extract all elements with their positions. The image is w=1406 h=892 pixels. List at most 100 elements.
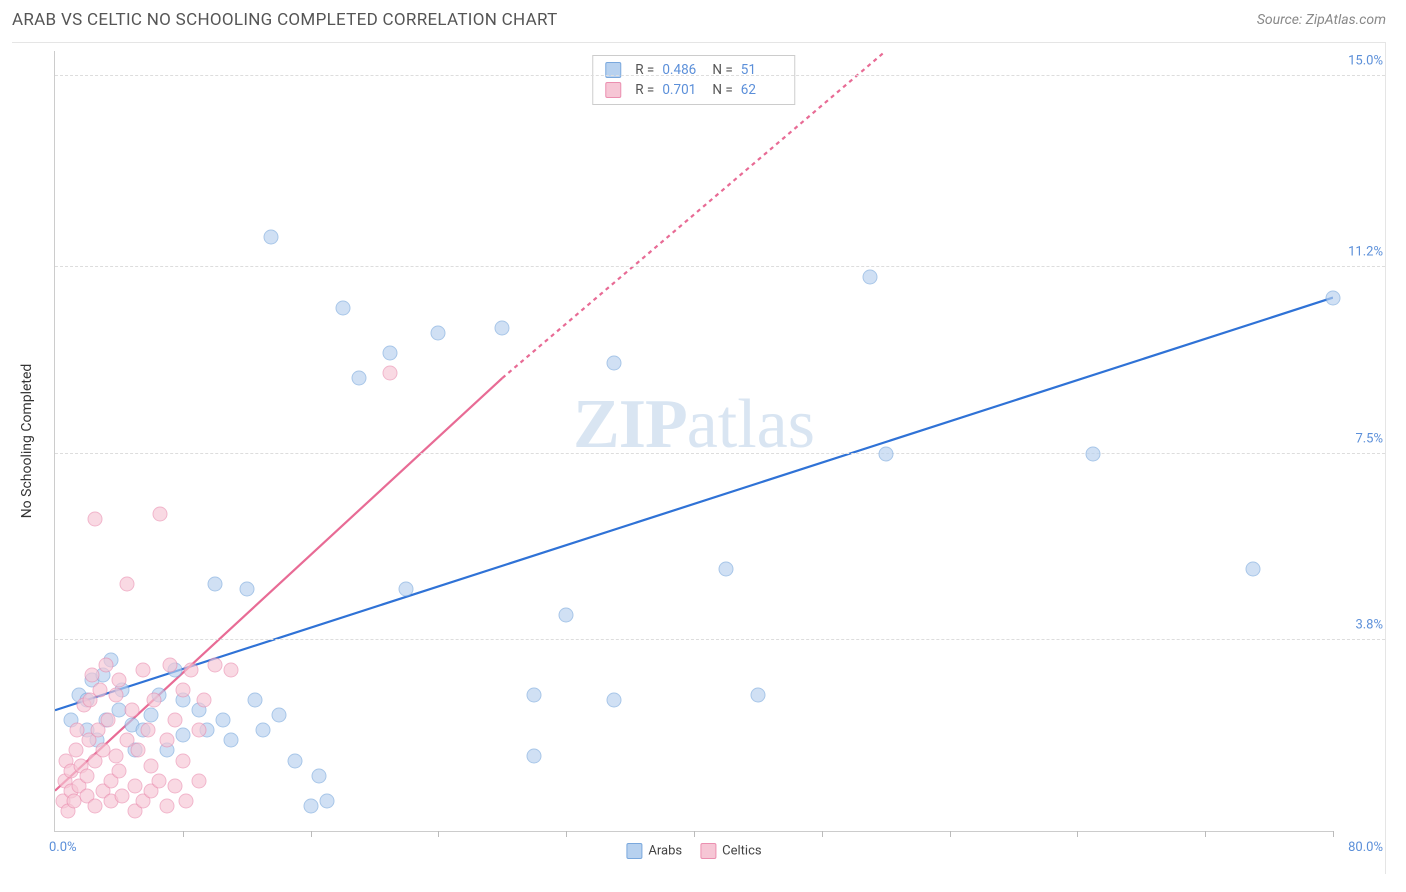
data-point [607,693,622,708]
data-point [862,270,877,285]
data-point [878,446,893,461]
x-end-label: 80.0% [1348,840,1383,855]
gridline-h [55,639,1385,640]
data-point [495,320,510,335]
gridline-h [55,266,1385,267]
data-point [115,788,130,803]
data-point [607,356,622,371]
data-point [163,657,178,672]
stats-row: R =0.486N =51 [605,60,782,80]
source-label: Source: ZipAtlas.com [1257,12,1386,28]
trend-lines [55,51,1333,831]
data-point [527,688,542,703]
header: ARAB VS CELTIC NO SCHOOLING COMPLETED CO… [0,0,1406,36]
data-point [100,713,115,728]
data-point [255,723,270,738]
data-point [191,723,206,738]
chart-container: No Schooling Completed ZIPatlas R =0.486… [12,42,1386,874]
data-point [239,582,254,597]
data-point [108,688,123,703]
data-point [335,300,350,315]
stats-legend-box: R =0.486N =51R =0.701N =62 [592,55,795,105]
data-point [111,673,126,688]
x-tick [822,831,823,837]
data-point [1086,446,1101,461]
y-tick-label: 15.0% [1348,54,1383,69]
data-point [108,748,123,763]
data-point [87,512,102,527]
data-point [167,778,182,793]
x-tick [950,831,951,837]
data-point [183,662,198,677]
legend-item: Arabs [626,843,682,859]
gridline-h [55,75,1385,76]
data-point [311,768,326,783]
legend-label: Celtics [722,843,761,858]
data-point [131,743,146,758]
data-point [431,325,446,340]
data-point [223,662,238,677]
x-tick [1205,831,1206,837]
x-origin-label: 0.0% [49,840,77,855]
data-point [207,577,222,592]
legend-item: Celtics [700,843,761,859]
x-tick [1333,831,1334,837]
data-point [175,753,190,768]
data-point [111,763,126,778]
y-tick-label: 7.5% [1355,431,1383,446]
data-point [135,662,150,677]
data-point [223,733,238,748]
data-point [287,753,302,768]
data-point [79,768,94,783]
data-point [68,743,83,758]
data-point [159,733,174,748]
legend-label: Arabs [648,843,682,858]
data-point [151,773,166,788]
x-tick [694,831,695,837]
data-point [319,793,334,808]
data-point [1326,290,1341,305]
series-swatch [605,82,621,98]
data-point [87,798,102,813]
chart-title: ARAB VS CELTIC NO SCHOOLING COMPLETED CO… [12,10,558,30]
y-tick-label: 3.8% [1355,617,1383,632]
data-point [124,703,139,718]
data-point [167,713,182,728]
legend-swatch [626,843,642,859]
y-axis-label: No Schooling Completed [19,364,35,519]
x-tick [566,831,567,837]
data-point [271,708,286,723]
data-point [559,607,574,622]
data-point [527,748,542,763]
data-point [175,683,190,698]
data-point [99,657,114,672]
data-point [143,758,158,773]
data-point [127,778,142,793]
data-point [153,506,168,521]
data-point [718,562,733,577]
data-point [159,798,174,813]
data-point [84,668,99,683]
data-point [351,371,366,386]
x-tick [311,831,312,837]
data-point [1246,562,1261,577]
data-point [207,657,222,672]
data-point [383,366,398,381]
data-point [750,688,765,703]
x-tick [183,831,184,837]
data-point [178,793,193,808]
data-point [147,693,162,708]
plot-area: No Schooling Completed ZIPatlas R =0.486… [54,51,1333,832]
data-point [383,345,398,360]
data-point [263,230,278,245]
data-point [92,683,107,698]
x-tick [438,831,439,837]
data-point [119,577,134,592]
data-point [196,693,211,708]
data-point [140,723,155,738]
x-tick [1077,831,1078,837]
legend-bottom: Arabs Celtics [626,843,761,859]
y-tick-label: 11.2% [1348,245,1383,260]
data-point [247,693,262,708]
stats-row: R =0.701N =62 [605,80,782,100]
